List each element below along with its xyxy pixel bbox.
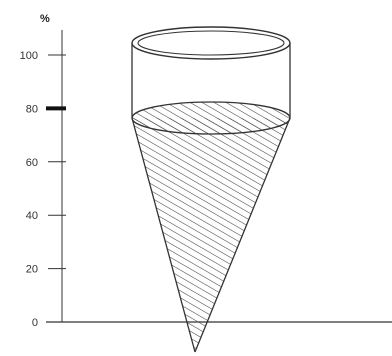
cone-right-edge: [194, 117, 291, 353]
cone-fill: [132, 118, 290, 352]
fill-surface: [131, 101, 291, 135]
cylinder-inner-rim: [137, 30, 285, 56]
scale-axis: %: [40, 13, 63, 322]
scale-tick-label: 100: [20, 50, 38, 62]
fill-level: [131, 101, 291, 135]
scale-tick-label: 20: [26, 264, 38, 276]
cone-left-edge: [131, 117, 196, 353]
hopper-cone: [131, 117, 291, 353]
scale-tick-label: 40: [26, 210, 38, 222]
scale-tick-label: 80: [26, 103, 38, 115]
scale-tick-label: 0: [32, 317, 38, 329]
axis-unit-label: %: [40, 13, 50, 25]
scale-ticks: 100 80 60 40 20 0: [20, 50, 66, 329]
scale-tick-label: 60: [26, 157, 38, 169]
hopper-cylinder: [131, 26, 291, 118]
cylinder-top-rim: [131, 26, 291, 60]
